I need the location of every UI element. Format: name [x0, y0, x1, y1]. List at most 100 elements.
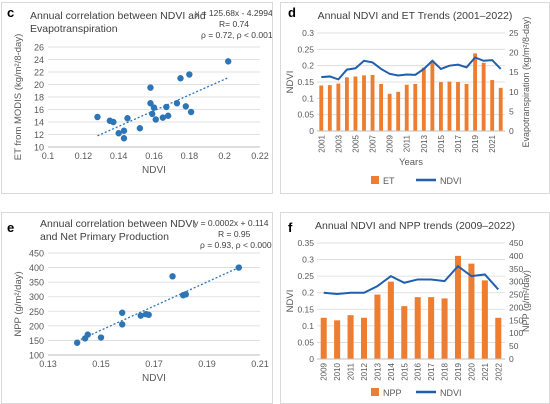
data-point — [119, 309, 126, 316]
left-tick-label: 0 — [309, 354, 314, 364]
x-tick-label: 2012 — [360, 362, 369, 380]
y-tick-label: 16 — [34, 105, 44, 115]
data-point — [147, 84, 154, 91]
bar — [370, 74, 375, 131]
y-tick-label: 12 — [34, 130, 44, 140]
bar — [334, 320, 341, 359]
bar — [438, 82, 443, 131]
left-tick-label: 0 — [309, 126, 314, 136]
bar — [441, 298, 448, 359]
chart-title: Annual correlation between NDVI and — [30, 10, 206, 22]
data-point — [150, 104, 158, 111]
x-axis-label: Years — [399, 157, 423, 168]
right-tick-label: 150 — [509, 315, 523, 325]
legend-label-line: NDVI — [440, 176, 462, 186]
bar — [456, 82, 460, 131]
bar — [495, 317, 502, 359]
panel-label-e: e — [7, 220, 15, 235]
right-tick-label: 450 — [509, 238, 523, 248]
trendline — [97, 77, 229, 137]
chart-title: Annual NDVI and ET Trends (2001–2022) — [318, 10, 513, 22]
x-tick-label: 2021 — [481, 362, 490, 380]
y-tick-label: 18 — [34, 93, 44, 103]
bar — [428, 297, 435, 359]
left-tick-label: 0.05 — [297, 337, 314, 347]
y-tick-label: 100 — [29, 351, 44, 361]
legend-swatch-bar — [371, 388, 379, 396]
x-tick-label: 0.15 — [92, 359, 110, 369]
bar — [481, 280, 488, 359]
y-tick-label: 22 — [34, 68, 44, 78]
data-point — [73, 339, 81, 346]
panel-label-d: d — [288, 5, 296, 20]
x-axis-label: NDVI — [142, 373, 166, 384]
data-point — [173, 100, 181, 107]
bar — [320, 317, 327, 359]
right-tick-label: 100 — [509, 328, 523, 338]
y-tick-label: 20 — [34, 80, 44, 90]
panel-d: 0 0.05 0.1 0.15 0.2 0.25 0.3 0 5 10 15 20 25 2001 2003… — [280, 2, 550, 194]
x-tick-label: 2019 — [454, 362, 463, 380]
bar — [401, 306, 408, 359]
data-point — [120, 127, 128, 134]
data-point — [84, 331, 91, 338]
p-value-label: ρ = 0.93, ρ < 0.0001 — [200, 240, 272, 250]
data-point — [94, 113, 101, 121]
x-tick-label: 2020 — [467, 362, 476, 380]
y-tick-label: 26 — [34, 43, 44, 53]
right-tick-label: 200 — [509, 302, 523, 312]
x-tick-label: 2016 — [414, 362, 423, 380]
x-tick-label: 2022 — [494, 362, 503, 380]
bar — [319, 85, 324, 131]
p-value-label: ρ = 0.72, ρ < 0.001 — [201, 30, 272, 40]
left-axis-label: NDVI — [285, 290, 296, 313]
left-tick-label: 0.15 — [297, 304, 314, 314]
panel-label-c: c — [7, 5, 15, 20]
right-tick-label: 10 — [509, 87, 519, 97]
y-tick-label: 150 — [29, 336, 44, 346]
bar — [336, 83, 341, 131]
bar — [481, 62, 486, 131]
data-point — [115, 130, 122, 137]
right-tick-label: 300 — [509, 277, 523, 287]
x-tick-label: 2013 — [373, 362, 382, 380]
right-tick-label: 250 — [509, 290, 523, 300]
bar — [327, 85, 332, 131]
x-tick-label: 2021 — [488, 134, 497, 152]
chart-title: Annual NDVI and NPP trends (2009–2022) — [315, 220, 515, 232]
data-point — [110, 118, 117, 126]
x-tick-label: 0.22 — [251, 151, 269, 161]
left-tick-label: 0.1 — [302, 321, 314, 331]
r-label: R= 0.74 — [219, 19, 249, 29]
right-tick-label: 25 — [509, 28, 519, 38]
x-tick-label: 2019 — [471, 134, 480, 152]
bar — [374, 294, 381, 359]
bar — [498, 87, 503, 131]
data-point — [120, 135, 128, 142]
chart-d: 0 0.05 0.1 0.15 0.2 0.25 0.3 0 5 10 15 20 25 2001 2003… — [285, 10, 531, 186]
left-axis-label: NDVI — [285, 71, 296, 94]
data-point — [124, 115, 131, 122]
right-axis-label: Evapotranspiration (kg/m²/8-day) — [521, 16, 531, 147]
right-tick-label: 5 — [509, 106, 514, 116]
right-tick-label: 0 — [509, 126, 514, 136]
y-axis-label: NPP (g/m²/day) — [13, 271, 24, 336]
x-tick-label: 2009 — [320, 362, 329, 380]
data-point — [187, 108, 195, 116]
x-tick-label: 0.18 — [181, 151, 199, 161]
x-tick-label: 0.14 — [110, 151, 128, 161]
bar — [353, 76, 358, 131]
x-tick-label: 2011 — [347, 362, 356, 380]
bar — [360, 317, 368, 359]
data-point — [182, 291, 189, 298]
bar — [387, 93, 392, 131]
y-tick-label: 300 — [29, 292, 44, 302]
equation-label: y = 0.0002x + 0.114 — [194, 218, 269, 228]
chart-title: Annual correlation between NDVI — [40, 218, 195, 230]
left-tick-label: 0.2 — [302, 288, 314, 298]
data-point — [182, 103, 189, 110]
y-axis-label: ET from MODIS (kg/m²/8-day) — [13, 34, 24, 161]
x-tick-label: 0.13 — [39, 359, 57, 369]
x-tick-label: 2010 — [333, 362, 342, 380]
y-tick-label: 350 — [29, 278, 44, 288]
